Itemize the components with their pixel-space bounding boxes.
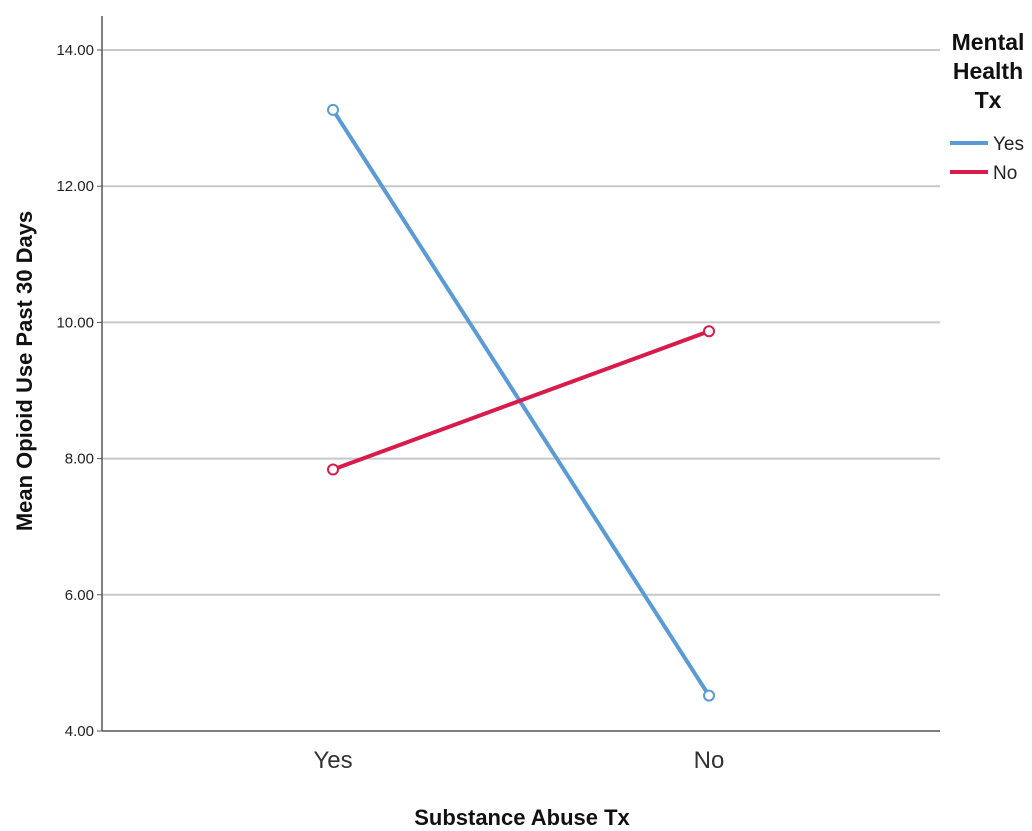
data-point-no — [327, 463, 339, 476]
legend-label-yes: Yes — [993, 134, 1024, 155]
legend-title-line-2: Health — [953, 58, 1023, 84]
x-tick-label: No — [694, 747, 725, 774]
x-tick-label: Yes — [313, 747, 352, 774]
legend-items: Yes No — [950, 134, 1024, 184]
y-tick-label: 4.00 — [65, 723, 94, 740]
y-tick-label: 10.00 — [56, 314, 94, 331]
data-point-yes — [327, 103, 339, 116]
y-tick-label: 12.00 — [56, 178, 94, 195]
y-axis-title: Mean Opioid Use Past 30 Days — [12, 211, 37, 531]
legend-label-no: No — [993, 163, 1017, 184]
axes — [97, 16, 940, 732]
gridlines — [102, 49, 940, 596]
legend: Mental Health Tx Yes No — [950, 29, 1024, 184]
legend-title-line-3: Tx — [975, 87, 1002, 113]
data-point-no — [703, 325, 715, 338]
series-line-no — [331, 329, 711, 472]
legend-title-line-1: Mental — [952, 29, 1025, 55]
x-tick-labels: Yes No — [313, 747, 724, 774]
y-tick-label: 14.00 — [56, 42, 94, 59]
y-tick-label: 8.00 — [65, 451, 94, 468]
y-tick-label: 6.00 — [65, 587, 94, 604]
series-line-yes — [331, 107, 711, 698]
x-axis-title: Substance Abuse Tx — [414, 805, 630, 830]
data-point-yes — [703, 689, 715, 702]
series-lines — [327, 103, 715, 702]
y-tick-labels: 4.00 6.00 8.00 10.00 12.00 14.00 — [56, 42, 94, 740]
